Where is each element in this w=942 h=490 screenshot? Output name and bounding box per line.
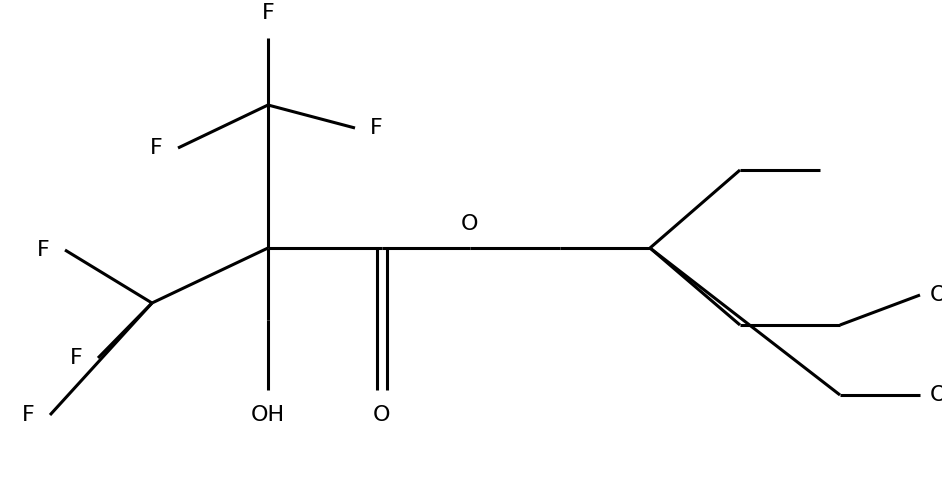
Text: OH: OH bbox=[251, 405, 285, 425]
Text: OH: OH bbox=[930, 385, 942, 405]
Text: F: F bbox=[370, 118, 382, 138]
Text: O: O bbox=[373, 405, 391, 425]
Text: F: F bbox=[151, 138, 163, 158]
Text: O: O bbox=[462, 214, 479, 234]
Text: F: F bbox=[38, 240, 50, 260]
Text: F: F bbox=[23, 405, 35, 425]
Text: F: F bbox=[262, 3, 274, 23]
Text: OH: OH bbox=[930, 285, 942, 305]
Text: F: F bbox=[71, 348, 83, 368]
